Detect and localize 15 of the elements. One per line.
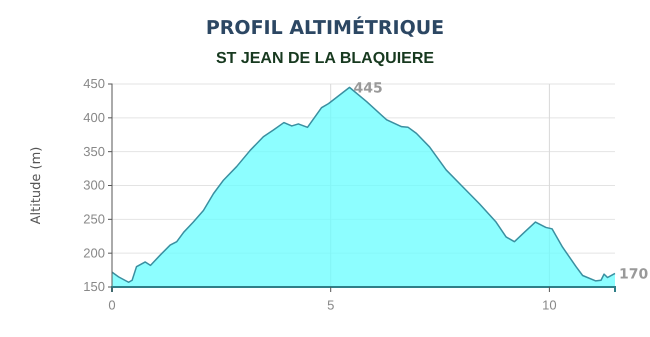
y-tick-label: 450 xyxy=(83,76,105,92)
x-tick-label: 0 xyxy=(108,297,116,312)
y-tick-label: 300 xyxy=(83,178,105,193)
x-tick-label: 10 xyxy=(542,297,557,312)
y-axis-title: Altitude (m) xyxy=(29,146,44,224)
annotation: 170 xyxy=(619,266,648,282)
annotation: 445 xyxy=(354,80,383,96)
x-tick-label: 5 xyxy=(327,297,334,312)
y-tick-label: 250 xyxy=(83,211,105,226)
y-tick-label: 150 xyxy=(83,279,105,294)
y-tick-label: 400 xyxy=(83,110,105,125)
y-tick-label: 350 xyxy=(83,144,105,159)
chart-title: PROFIL ALTIMÉTRIQUE xyxy=(206,16,444,39)
y-tick-label: 200 xyxy=(83,245,105,260)
chart-subtitle: ST JEAN DE LA BLAQUIERE xyxy=(216,50,434,67)
